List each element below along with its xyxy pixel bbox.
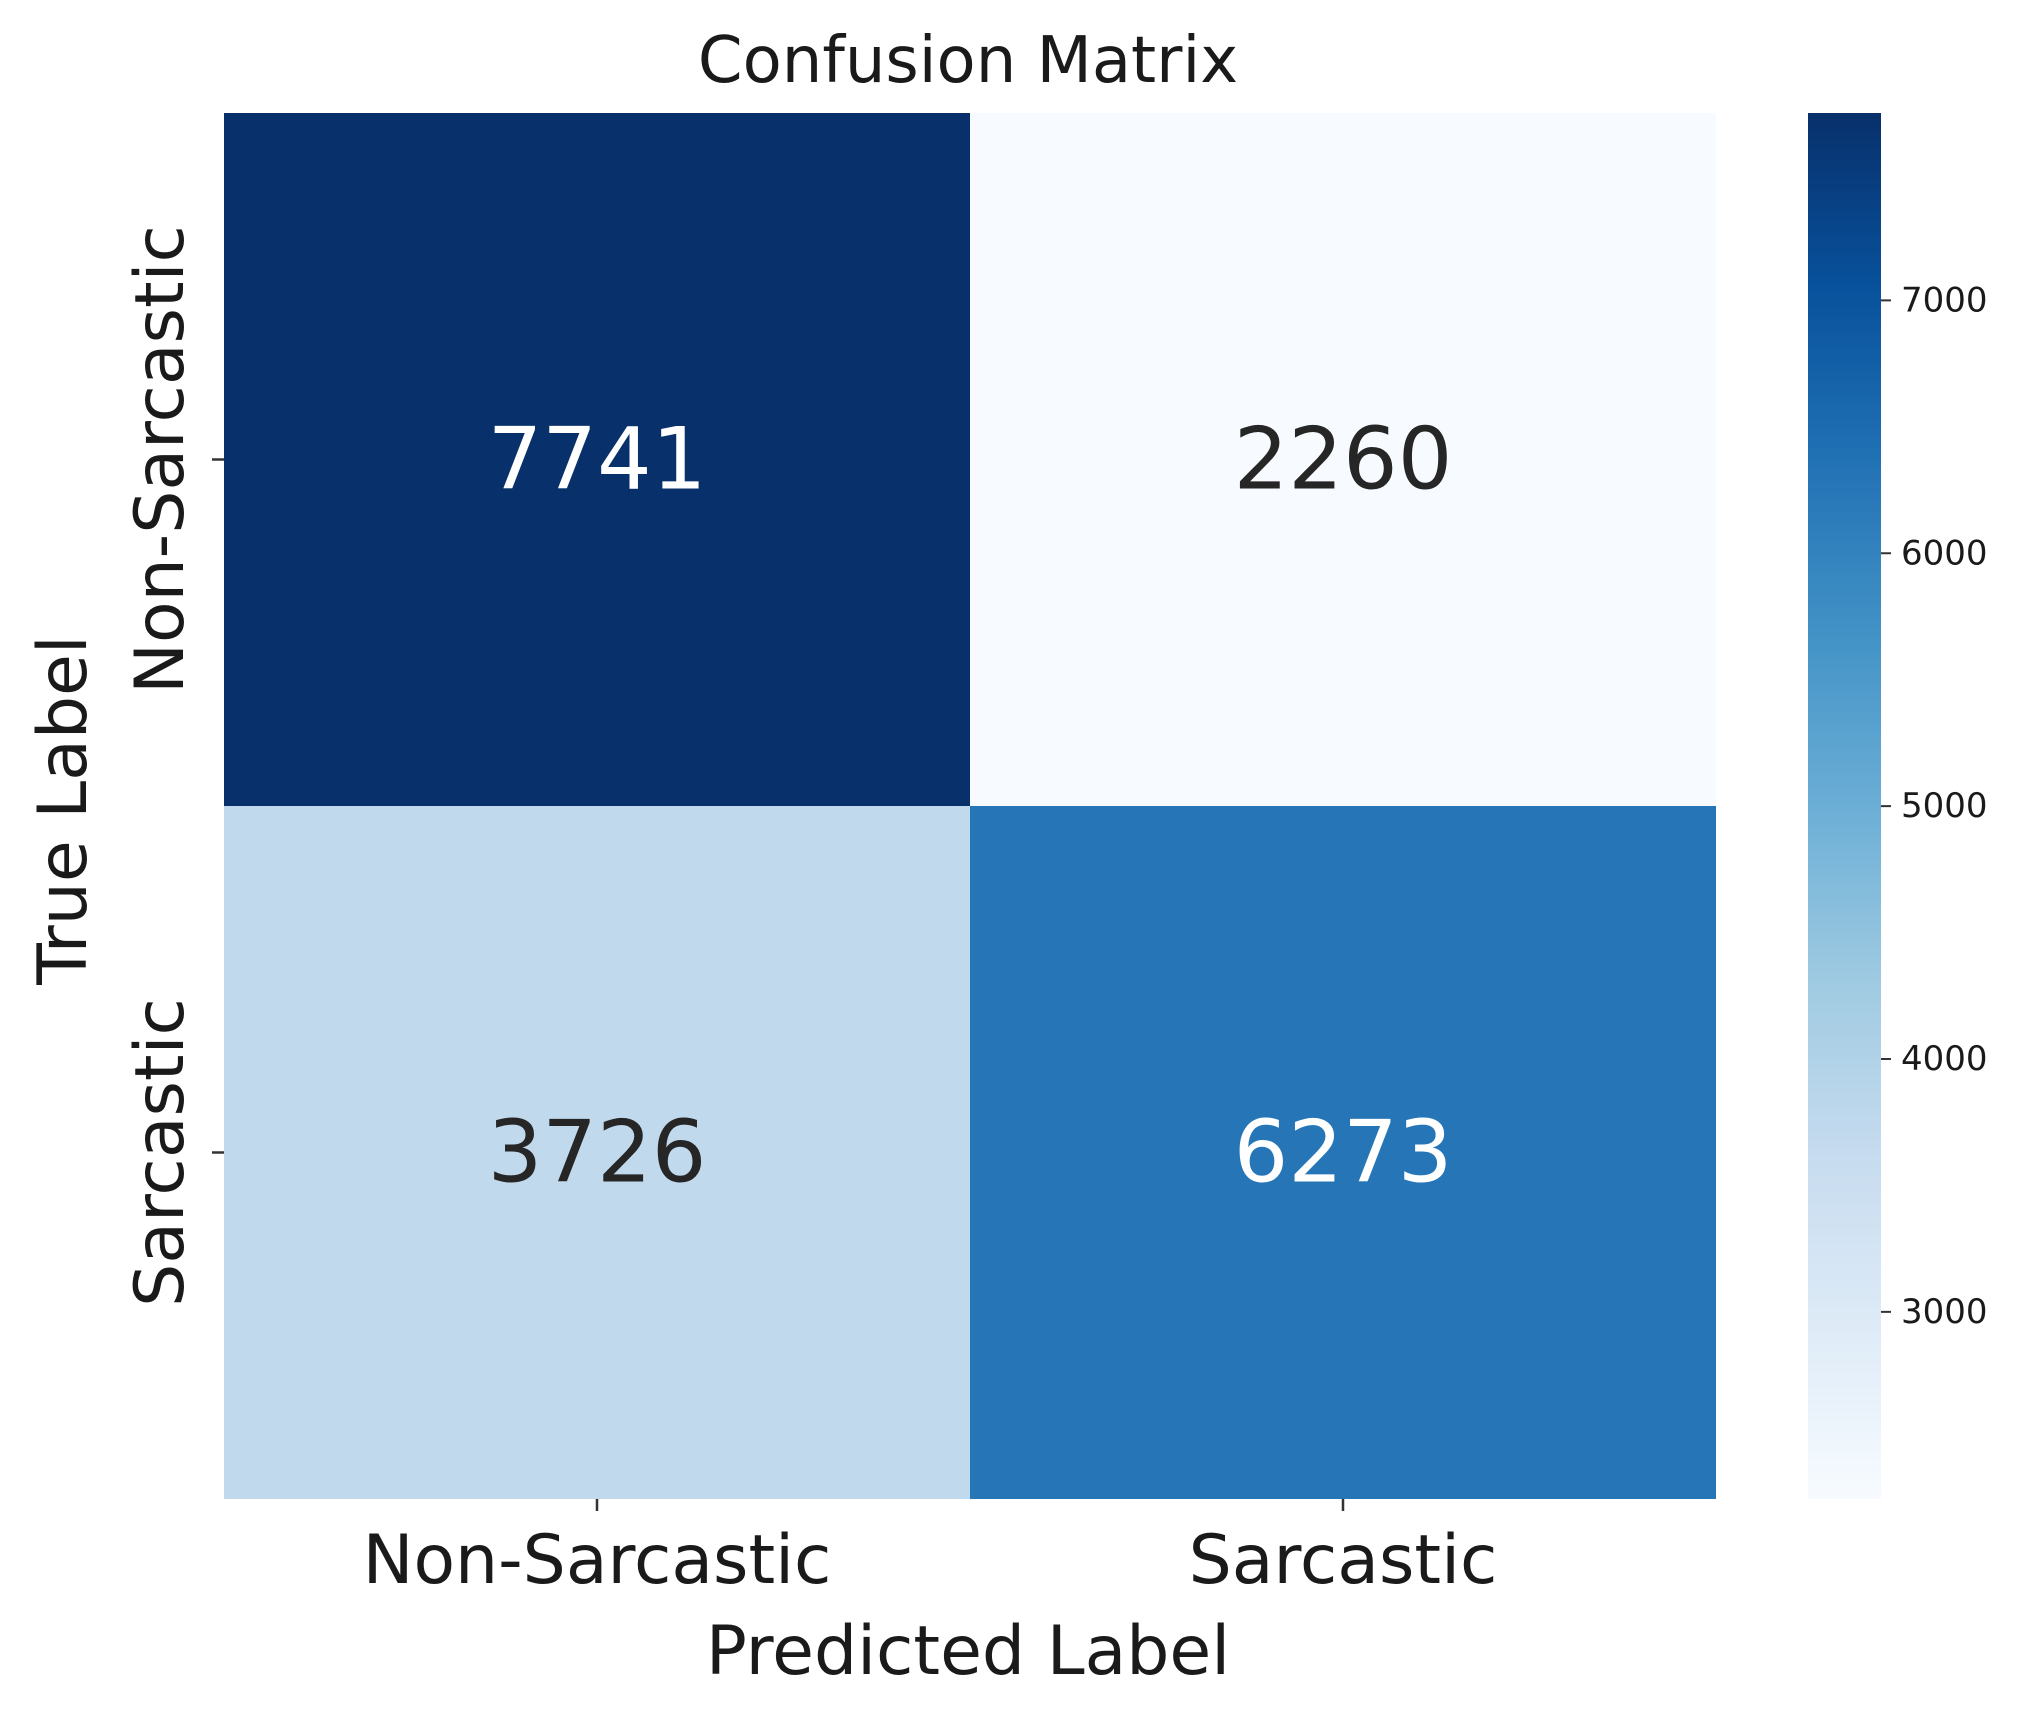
chart-title: Confusion Matrix bbox=[698, 24, 1238, 98]
cell-value-label-1-0: 3726 bbox=[488, 1103, 707, 1203]
colorbar-tick-label: 5000 bbox=[1901, 786, 1988, 826]
x-tick-label: Non-Sarcastic bbox=[363, 1521, 832, 1600]
heatmap-cell-0-1 bbox=[970, 113, 1716, 806]
x-axis: Non-Sarcastic Sarcastic bbox=[363, 1499, 1498, 1600]
colorbar bbox=[1808, 113, 1881, 1499]
cell-value-label-0-0: 7741 bbox=[488, 410, 707, 510]
cell-value-label-0-1: 2260 bbox=[1234, 410, 1453, 510]
y-axis-label: True Label bbox=[24, 635, 103, 986]
y-tick-label: Non-Sarcastic bbox=[121, 225, 200, 694]
y-tick-label: Sarcastic bbox=[121, 998, 200, 1307]
colorbar-tick-label: 4000 bbox=[1901, 1039, 1988, 1079]
colorbar-tick-label: 7000 bbox=[1901, 280, 1988, 320]
x-axis-label: Predicted Label bbox=[706, 1612, 1230, 1691]
heatmap-cells bbox=[224, 113, 1716, 1499]
colorbar-ticks: 3000 4000 5000 6000 7000 bbox=[1881, 280, 1988, 1332]
heatmap-cell-1-1 bbox=[970, 806, 1716, 1499]
heatmap-cell-labels: 7741 2260 3726 6273 bbox=[488, 410, 1453, 1203]
heatmap-cell-0-0 bbox=[224, 113, 970, 806]
heatmap-cell-1-0 bbox=[224, 806, 970, 1499]
x-tick-label: Sarcastic bbox=[1189, 1521, 1498, 1600]
cell-value-label-1-1: 6273 bbox=[1234, 1103, 1453, 1203]
y-axis: Non-Sarcastic Sarcastic bbox=[121, 225, 224, 1307]
colorbar-tick-label: 6000 bbox=[1901, 533, 1988, 573]
colorbar-tick-label: 3000 bbox=[1901, 1292, 1988, 1332]
